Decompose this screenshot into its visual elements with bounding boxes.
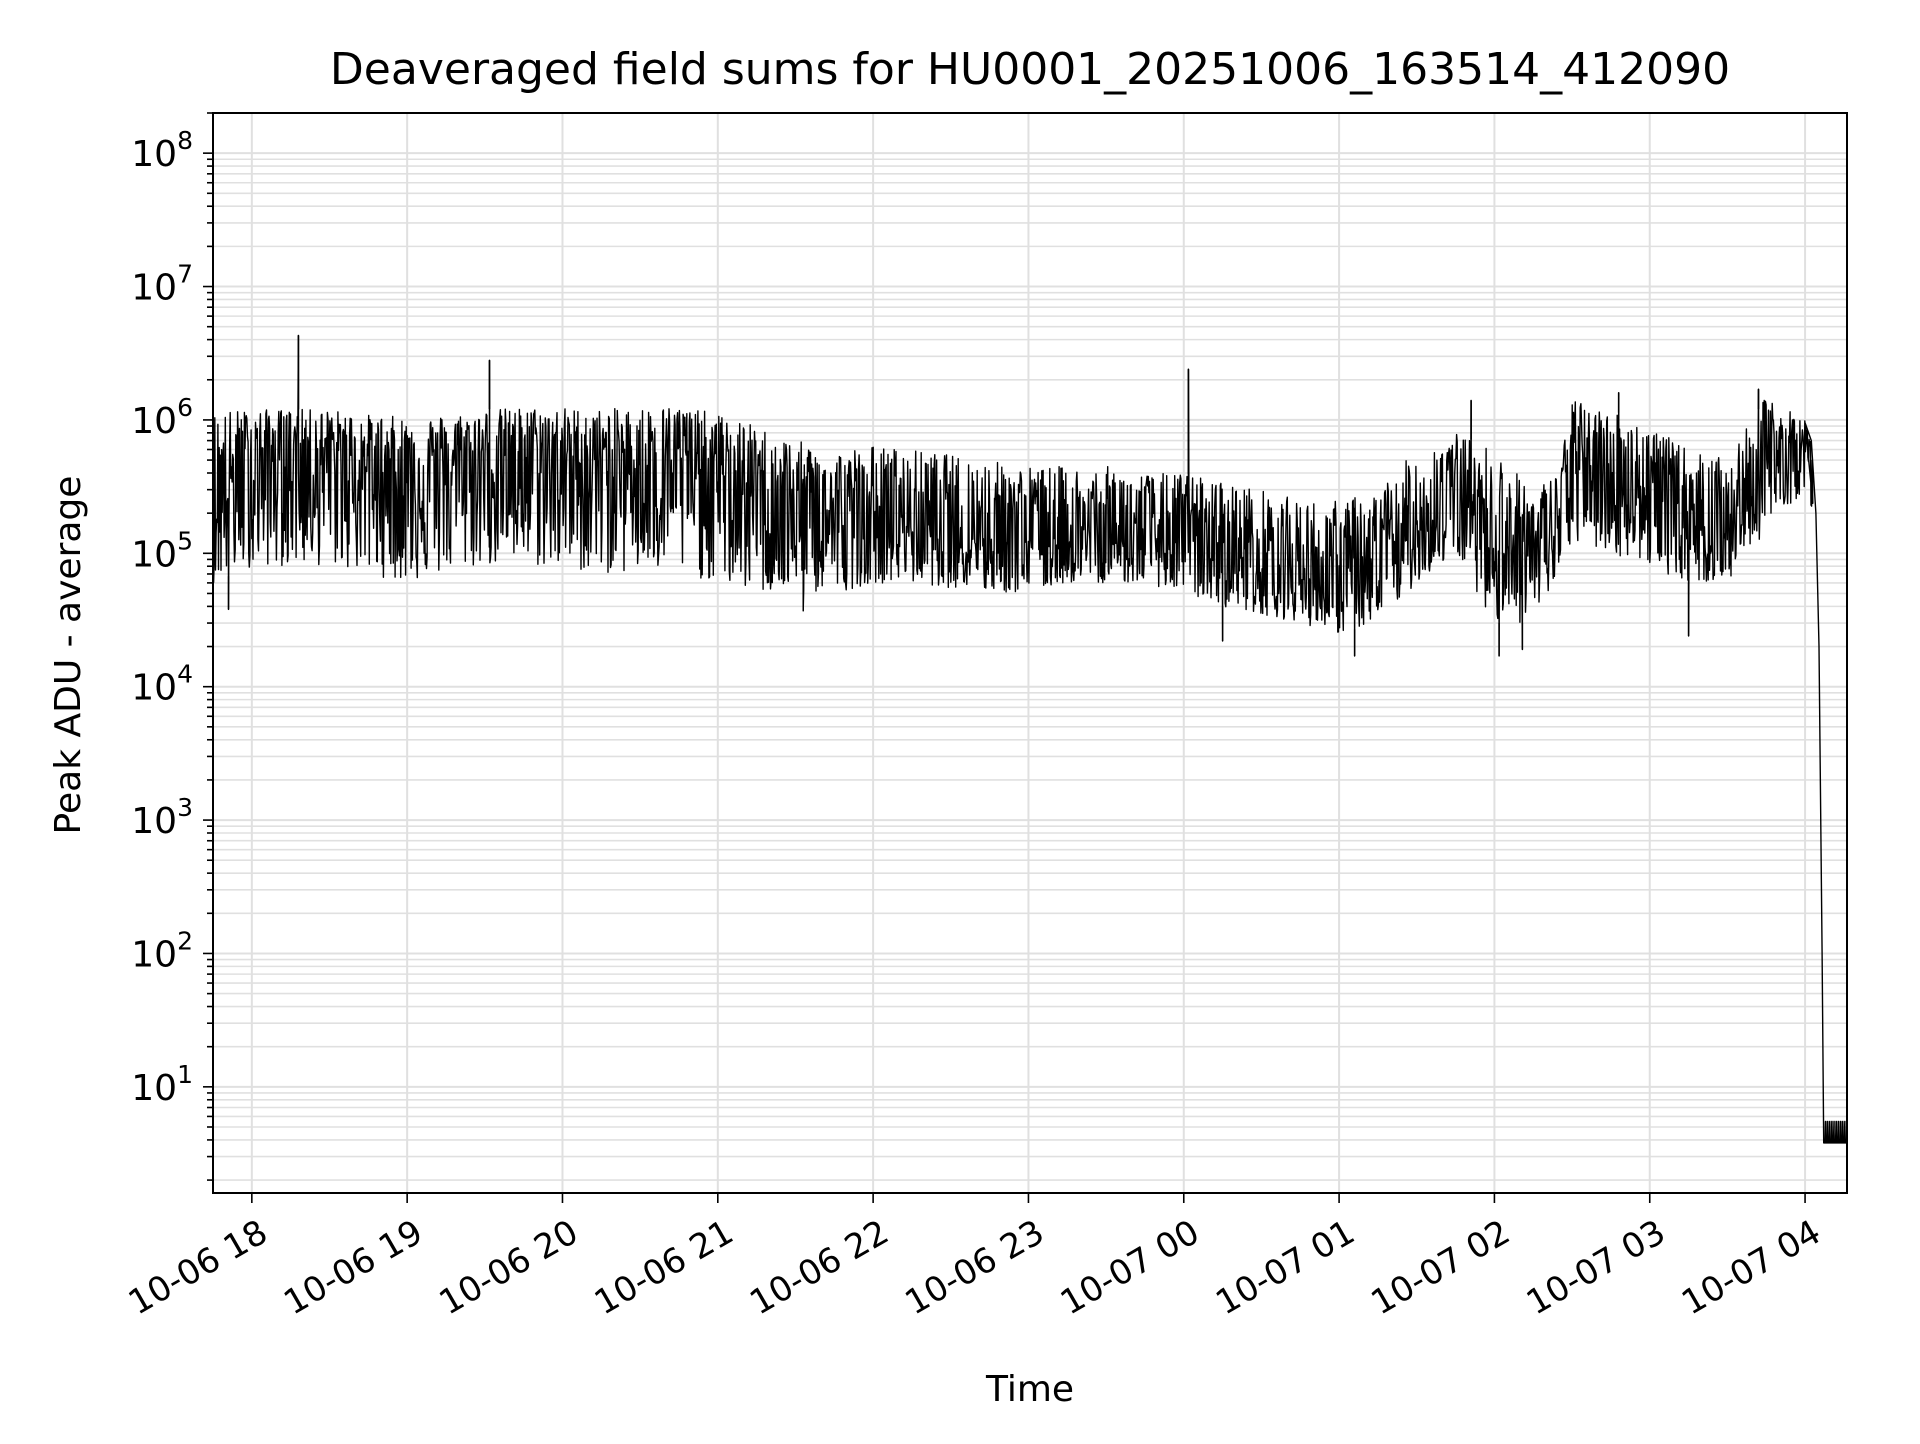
y-tick-label-base: 10 (131, 534, 177, 575)
y-tick-label-exponent: 8 (177, 126, 193, 155)
y-tick-label: 105 (131, 526, 193, 575)
y-tick-label-exponent: 3 (177, 793, 193, 822)
y-tick-label-base: 10 (131, 134, 177, 175)
y-tick-label: 102 (131, 926, 193, 975)
y-tick-label-base: 10 (131, 1068, 177, 1109)
y-tick-label-base: 10 (131, 801, 177, 842)
y-tick-label-base: 10 (131, 268, 177, 309)
y-tick-label-exponent: 7 (177, 260, 193, 289)
y-tick-label-exponent: 1 (177, 1060, 193, 1089)
y-tick-label-exponent: 5 (177, 526, 193, 555)
y-axis-label: Peak ADU - average (48, 476, 89, 835)
grid-layer (213, 112, 1847, 1193)
plot-frame (212, 112, 1848, 1194)
y-tick-label-exponent: 6 (177, 393, 193, 422)
y-tick-label: 107 (131, 260, 193, 309)
y-tick-label: 106 (131, 393, 193, 442)
y-tick-label-exponent: 4 (177, 660, 193, 689)
y-tick-label-exponent: 2 (177, 926, 193, 955)
chart-title: Deaveraged field sums for HU0001_2025100… (330, 44, 1730, 95)
y-tick-label-base: 10 (131, 668, 177, 709)
y-tick-label-base: 10 (131, 401, 177, 442)
series-layer (212, 334, 1848, 1144)
y-tick-label: 101 (131, 1060, 193, 1109)
y-tick-label: 103 (131, 793, 193, 842)
y-tick-label: 108 (131, 126, 193, 175)
y-tick-label: 104 (131, 660, 193, 709)
x-axis-label: Time (985, 1369, 1074, 1410)
y-tick-label-base: 10 (131, 934, 177, 975)
series-line (212, 334, 1848, 1144)
